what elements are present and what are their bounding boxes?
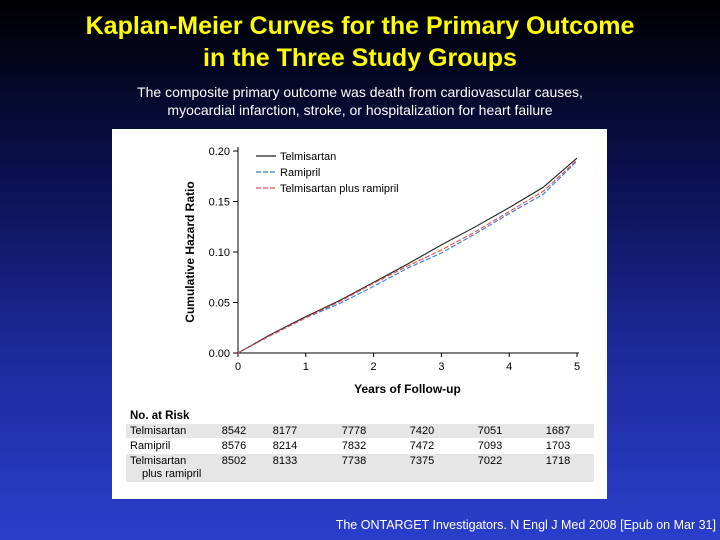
risk-row-label: Telmisartan [130,455,186,467]
risk-value: 8214 [273,440,297,452]
risk-value: 1718 [546,455,570,467]
risk-value: 8133 [273,455,297,467]
x-tick-label: 0 [235,361,241,373]
risk-value: 8542 [222,425,246,437]
risk-value: 7420 [410,425,434,437]
risk-value: 7472 [410,440,434,452]
slide-subtitle: The composite primary outcome was death … [0,83,720,119]
km-chart: 0.00 0.05 0.10 0.15 0.20 0 1 2 3 4 5 Years of Follo… [126,146,594,482]
y-tick-label: 0.20 [209,146,230,158]
risk-value: 7051 [478,425,502,437]
x-tick-label: 3 [438,361,444,373]
risk-value: 8177 [273,425,297,437]
citation: The ONTARGET Investigators. N Engl J Med… [335,518,716,532]
subtitle-line-2: myocardial infarction, stroke, or hospit… [167,102,553,118]
y-tick-label: 0.05 [209,298,230,310]
risk-value: 8576 [222,440,246,452]
series-line-3 [237,159,578,354]
risk-value: 1687 [546,425,570,437]
risk-value: 7738 [342,455,366,467]
risk-value: 7022 [478,455,502,467]
subtitle-line-1: The composite primary outcome was death … [137,84,583,100]
x-tick-label: 1 [303,361,309,373]
title-line-1: Kaplan-Meier Curves for the Primary Outc… [85,12,635,40]
risk-table-row-band [126,454,594,482]
y-tick-label: 0.15 [209,197,230,209]
title-line-2: in the Three Study Groups [203,44,517,72]
km-figure: 0.00 0.05 0.10 0.15 0.20 0 1 2 3 4 5 Years of Follo… [112,129,607,499]
y-axis-label: Cumulative Hazard Ratio [183,181,197,322]
risk-value: 7832 [342,440,366,452]
x-tick-label: 4 [506,361,512,373]
series-line-1 [237,157,578,354]
x-axis-label: Years of Follow-up [354,382,461,396]
slide-title: Kaplan-Meier Curves for the Primary Outc… [0,10,720,74]
y-tick-label: 0.10 [209,247,230,259]
legend-label-1: Telmisartan [280,151,336,163]
y-tick-label: 0.00 [209,348,230,360]
risk-value: 8502 [222,455,246,467]
risk-value: 7375 [410,455,434,467]
risk-value: 7093 [478,440,502,452]
risk-table-row-band [126,424,594,438]
legend-label-3: Telmisartan plus ramipril [280,183,399,195]
risk-value: 7778 [342,425,366,437]
legend-label-2: Ramipril [280,167,320,179]
x-tick-label: 2 [371,361,377,373]
risk-row-label-cont: plus ramipril [142,468,201,480]
risk-value: 1703 [546,440,570,452]
risk-row-label: Telmisartan [130,425,186,437]
x-tick-label: 5 [574,361,580,373]
risk-row-label: Ramipril [130,440,170,452]
risk-table-header: No. at Risk [130,410,190,422]
